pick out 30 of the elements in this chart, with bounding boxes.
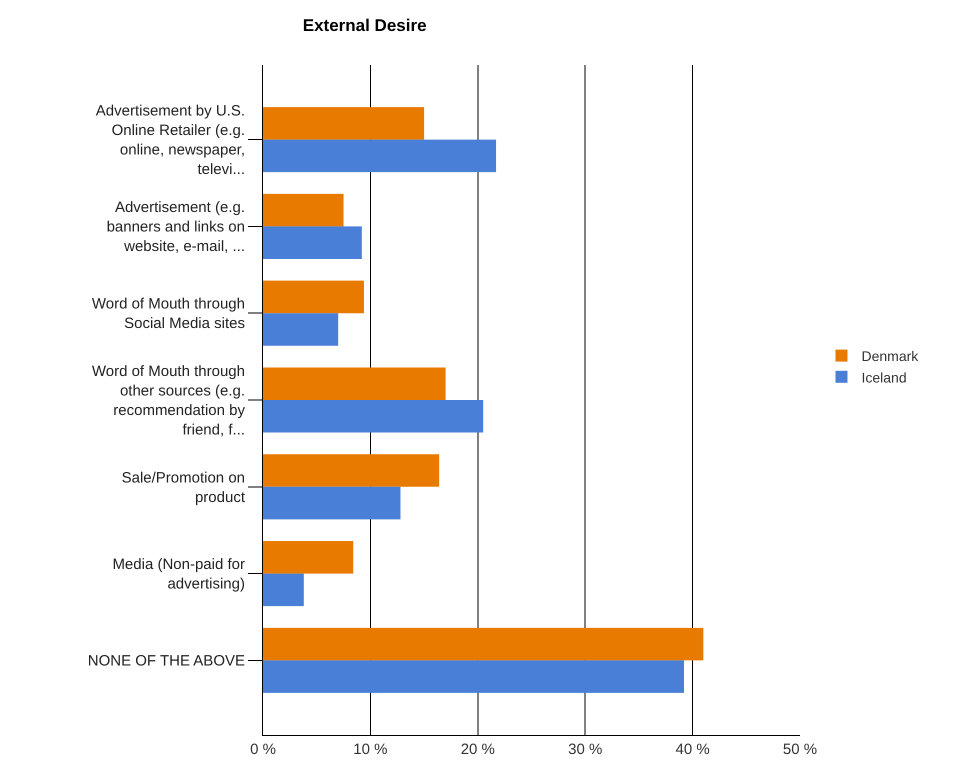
bar xyxy=(263,194,344,226)
x-tick-label: 30 % xyxy=(568,741,602,758)
bar xyxy=(263,628,704,660)
bar xyxy=(263,280,364,314)
y-tick-label: Sale/Promotion on product xyxy=(122,469,246,506)
x-tick-label: 0 % xyxy=(250,741,276,758)
bar xyxy=(263,226,362,259)
bar xyxy=(263,400,484,433)
bar xyxy=(263,313,338,346)
bar xyxy=(263,574,304,606)
x-tick-label: 50 % xyxy=(782,741,818,758)
bar xyxy=(263,140,496,172)
chart-title: External Desire xyxy=(302,16,427,36)
bar xyxy=(263,541,354,574)
y-tick-label: Word of Mouth through Social Media sites xyxy=(92,296,245,332)
x-tick-label: 10 % xyxy=(353,741,388,758)
y-tick-label: Word of Mouth through other sources (e.g. recommendation by friend, f... xyxy=(92,363,246,438)
x-tick-label: 20 % xyxy=(460,741,495,758)
y-tick-label: Media (Non-paid for advertising) xyxy=(112,556,246,593)
bar xyxy=(263,367,446,400)
legend-label: Denmark xyxy=(861,348,920,364)
bar xyxy=(263,486,400,520)
bar xyxy=(263,660,684,693)
x-tick-label: 40 % xyxy=(676,741,710,758)
bar xyxy=(263,454,440,487)
y-tick-label: Advertisement by U.S. Online Retailer (e.g. online, newspaper, televi... xyxy=(96,102,245,178)
bar xyxy=(263,107,424,140)
y-tick-label: NONE OF THE ABOVE xyxy=(88,652,245,670)
legend-label: Iceland xyxy=(861,369,907,386)
y-tick-label: Advertisement (e.g. banners and links on website, e-mail, ... xyxy=(106,199,245,256)
